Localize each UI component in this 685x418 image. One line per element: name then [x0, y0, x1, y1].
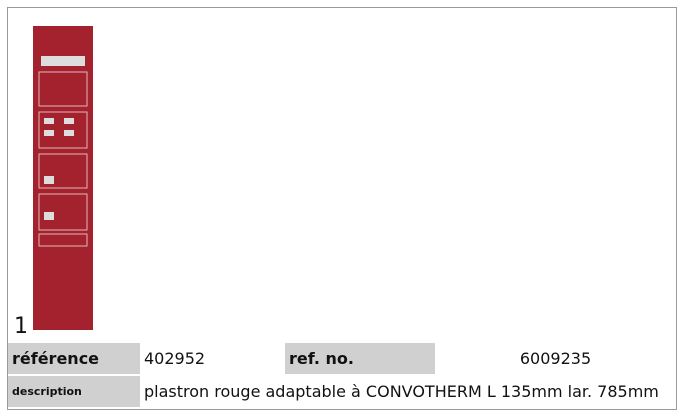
panel-logo — [41, 56, 85, 66]
product-card: 1 référence 402952 ref. no. 6009235 desc… — [7, 7, 677, 410]
cell: plastron rouge adaptable à CONVOTHERM L … — [144, 382, 659, 401]
button — [44, 118, 54, 124]
table-row: référence 402952 ref. no. 6009235 — [8, 343, 676, 374]
panel — [33, 26, 93, 330]
cell: 6009235 — [519, 349, 592, 368]
button — [64, 118, 74, 124]
panel-box — [38, 153, 88, 189]
table-row: description plastron rouge adaptable à C… — [8, 376, 676, 407]
image-label: 1 — [14, 314, 28, 339]
panel-box — [38, 71, 88, 107]
spec-table: référence 402952 ref. no. 6009235 descri… — [8, 341, 676, 409]
cell: référence — [8, 343, 140, 374]
button — [44, 130, 54, 136]
cell: description — [8, 376, 140, 407]
cell: 402952 — [144, 349, 206, 368]
cell: ref. no. — [285, 343, 435, 374]
button — [44, 176, 54, 184]
button — [64, 130, 74, 136]
panel-box — [38, 111, 88, 149]
product-photo — [33, 26, 93, 330]
panel-box — [38, 193, 88, 231]
button — [44, 212, 54, 220]
panel-box — [38, 233, 88, 247]
